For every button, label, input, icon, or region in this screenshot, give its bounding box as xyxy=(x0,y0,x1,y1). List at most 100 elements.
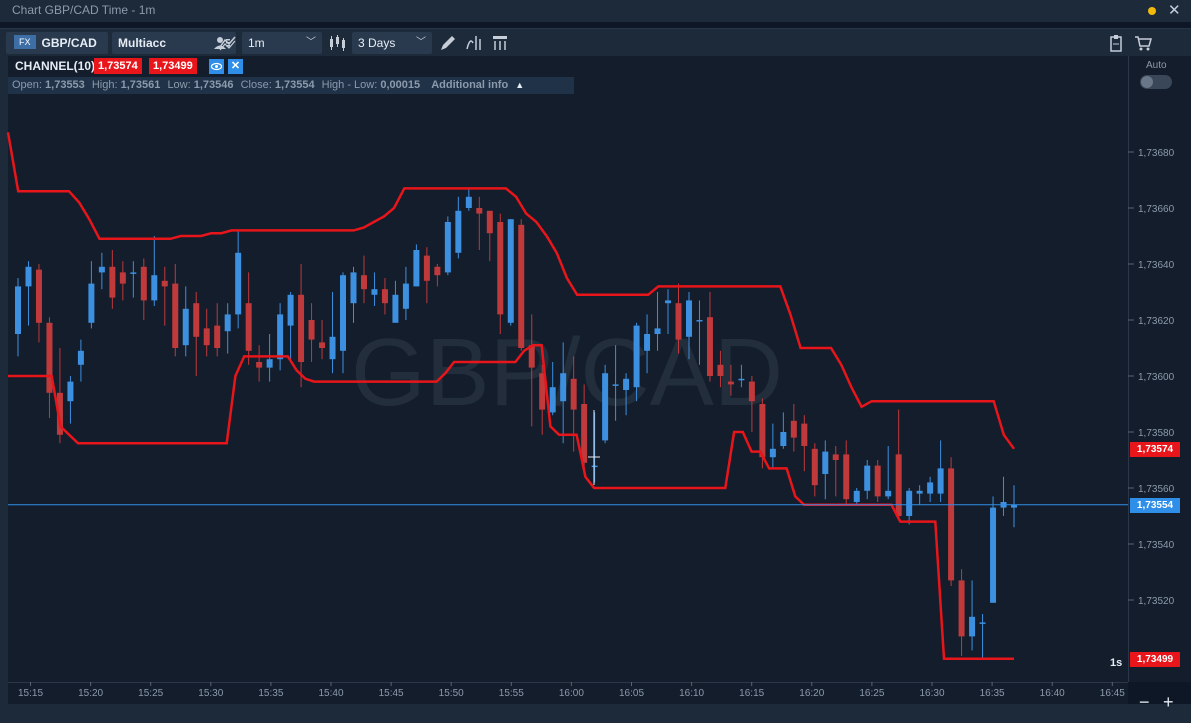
candle[interactable] xyxy=(193,292,200,376)
candle[interactable] xyxy=(402,266,409,320)
candle[interactable] xyxy=(46,317,53,418)
candle[interactable] xyxy=(602,364,609,444)
close-window-icon[interactable]: ✕ xyxy=(1168,2,1181,19)
candle[interactable] xyxy=(35,264,42,343)
candle[interactable] xyxy=(832,446,839,497)
candle[interactable] xyxy=(277,303,284,371)
time-axis[interactable] xyxy=(8,682,1128,705)
candle[interactable] xyxy=(874,460,881,502)
timeframe-select[interactable]: 1m ﹀ xyxy=(242,32,322,54)
account-selector[interactable]: Multiacc xyxy=(112,32,236,54)
caret-up-icon[interactable]: ▲ xyxy=(515,80,525,90)
candle[interactable] xyxy=(203,308,210,357)
candle[interactable] xyxy=(979,614,986,659)
candle[interactable] xyxy=(560,342,567,444)
candle[interactable] xyxy=(1011,485,1017,528)
candle[interactable] xyxy=(423,247,430,304)
candle[interactable] xyxy=(853,488,860,505)
candle[interactable] xyxy=(130,261,137,298)
candles-icon[interactable] xyxy=(327,33,347,53)
candle[interactable] xyxy=(486,210,493,262)
pencil-icon[interactable] xyxy=(438,33,458,53)
candle[interactable] xyxy=(308,303,315,362)
candle[interactable] xyxy=(360,255,367,304)
candle[interactable] xyxy=(465,188,472,211)
candle[interactable] xyxy=(161,266,168,326)
candle[interactable] xyxy=(549,362,556,416)
cart-icon[interactable] xyxy=(1133,33,1153,53)
candle[interactable] xyxy=(172,264,179,357)
candle[interactable] xyxy=(675,283,682,354)
candle[interactable] xyxy=(822,440,829,500)
candle[interactable] xyxy=(15,278,21,357)
candle[interactable] xyxy=(696,300,703,365)
candle[interactable] xyxy=(885,446,892,500)
candle[interactable] xyxy=(434,264,441,287)
candle[interactable] xyxy=(298,264,305,388)
candle[interactable] xyxy=(340,272,347,374)
candle[interactable] xyxy=(182,286,189,357)
candle[interactable] xyxy=(811,443,818,497)
candle[interactable] xyxy=(518,219,525,351)
instrument-selector[interactable]: FX GBP/CAD xyxy=(6,32,108,54)
candle[interactable] xyxy=(685,292,692,360)
candle[interactable] xyxy=(633,322,640,402)
candle[interactable] xyxy=(350,266,357,323)
candle[interactable] xyxy=(392,280,399,323)
price-axis[interactable] xyxy=(1128,56,1191,682)
candle[interactable] xyxy=(140,258,147,320)
candle[interactable] xyxy=(444,216,451,276)
candle[interactable] xyxy=(738,364,745,388)
candle[interactable] xyxy=(644,314,651,374)
candle[interactable] xyxy=(727,364,734,396)
candle[interactable] xyxy=(329,292,336,374)
additional-info-toggle[interactable]: Additional info xyxy=(431,79,509,91)
candle[interactable] xyxy=(319,320,326,360)
candle[interactable] xyxy=(413,244,420,287)
candle[interactable] xyxy=(119,261,126,301)
candle[interactable] xyxy=(287,292,294,362)
candle[interactable] xyxy=(958,569,965,656)
candle[interactable] xyxy=(266,334,273,382)
candle[interactable] xyxy=(948,457,955,586)
candle[interactable] xyxy=(25,261,32,326)
candle[interactable] xyxy=(235,230,242,329)
candle[interactable] xyxy=(654,292,661,351)
candle[interactable] xyxy=(507,219,514,326)
range-select[interactable]: 3 Days ﹀ xyxy=(352,32,432,54)
candle[interactable] xyxy=(623,373,630,416)
candle[interactable] xyxy=(581,384,588,469)
candle[interactable] xyxy=(528,314,535,427)
candle[interactable] xyxy=(1000,476,1007,516)
candle[interactable] xyxy=(801,415,808,472)
candle[interactable] xyxy=(455,196,462,259)
candle[interactable] xyxy=(256,345,263,382)
candle[interactable] xyxy=(717,350,724,388)
close-icon[interactable]: ✕ xyxy=(228,59,243,74)
candle[interactable] xyxy=(497,213,504,334)
candle[interactable] xyxy=(864,460,871,500)
candle[interactable] xyxy=(214,303,221,357)
candle[interactable] xyxy=(706,292,713,382)
candle[interactable] xyxy=(665,289,672,334)
candle[interactable] xyxy=(539,364,546,435)
template-icon[interactable] xyxy=(490,33,510,53)
candle[interactable] xyxy=(98,252,105,290)
auto-scale-toggle[interactable] xyxy=(1140,75,1172,89)
candle[interactable] xyxy=(109,250,116,309)
candle[interactable] xyxy=(224,303,231,354)
zoom-in-icon[interactable]: + xyxy=(1163,692,1174,712)
candle[interactable] xyxy=(151,236,158,306)
candle[interactable] xyxy=(790,404,797,452)
candle[interactable] xyxy=(937,440,944,502)
chart-style-icon[interactable] xyxy=(218,33,238,53)
candle[interactable] xyxy=(748,376,755,432)
candle[interactable] xyxy=(769,423,776,469)
candle[interactable] xyxy=(843,440,850,505)
candle[interactable] xyxy=(77,339,84,382)
candle[interactable] xyxy=(969,580,976,651)
candle[interactable] xyxy=(916,485,923,505)
zoom-out-icon[interactable]: − xyxy=(1139,692,1150,712)
chart-area[interactable] xyxy=(8,56,1128,682)
